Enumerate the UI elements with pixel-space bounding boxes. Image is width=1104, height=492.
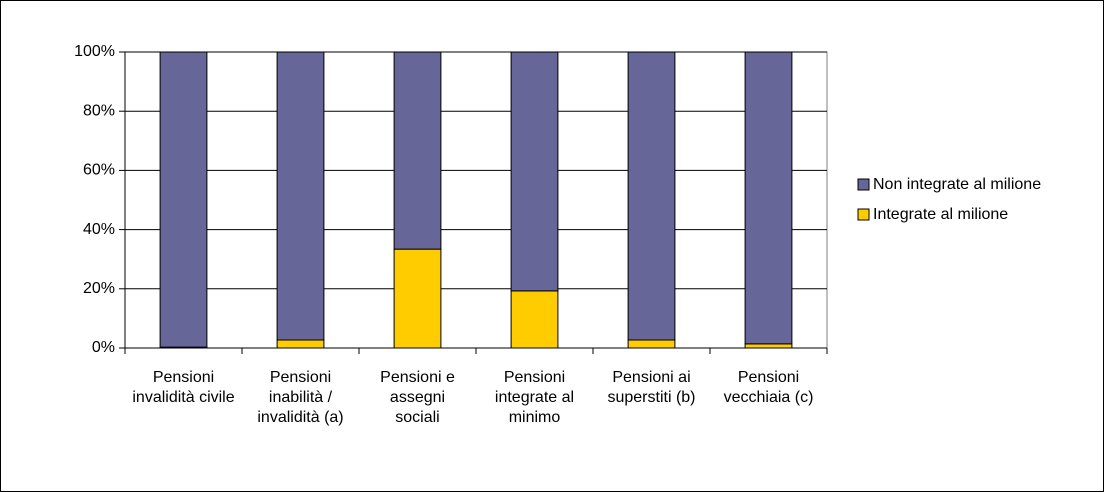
bar-segment	[744, 343, 793, 349]
x-tick-label: Pensioni invalidità civile	[132, 369, 235, 406]
x-tick-label: Pensioni integrate al minimo	[494, 369, 575, 426]
y-tick-label: 0%	[92, 339, 115, 356]
x-tick-label: Pensioni e assegni sociali	[380, 369, 455, 426]
bar-segment	[393, 51, 442, 250]
bar-segment	[510, 290, 559, 349]
bar-segment	[393, 248, 442, 349]
bar-segment	[159, 51, 208, 348]
legend-swatch	[857, 178, 870, 191]
y-tick-label: 60%	[83, 162, 115, 179]
legend-label: Integrate al milione	[873, 206, 1008, 223]
y-tick-label: 80%	[83, 102, 115, 119]
bar-segment	[276, 339, 325, 349]
bar-segment	[627, 339, 676, 349]
bar-segment	[627, 51, 676, 341]
y-tick-label: 20%	[83, 280, 115, 297]
y-tick-label: 40%	[83, 221, 115, 238]
bar-segment	[744, 51, 793, 345]
legend-swatch	[857, 208, 870, 221]
x-tick-label: Pensioni vecchiaia (c)	[723, 369, 814, 406]
x-tick-label: Pensioni inabilità / invalidità (a)	[257, 369, 344, 426]
bar-segment	[510, 51, 559, 292]
legend-label: Non integrate al milione	[873, 176, 1041, 193]
bar-segment	[276, 51, 325, 341]
y-tick-label: 100%	[74, 43, 115, 60]
x-tick-label: Pensioni ai superstiti (b)	[607, 369, 696, 406]
